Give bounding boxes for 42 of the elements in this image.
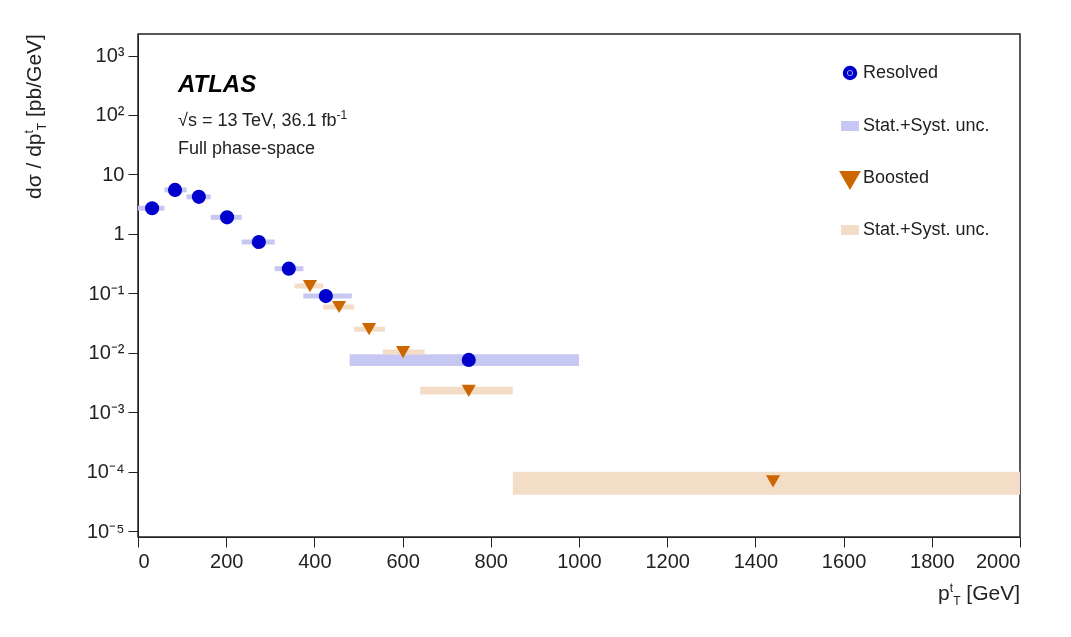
x-tick-label: 1400 — [733, 549, 779, 572]
x-tick-label: 1600 — [821, 549, 867, 572]
point — [191, 189, 206, 204]
y-tick-label: 1 — [113, 222, 125, 245]
x-tick-label: 600 — [386, 549, 420, 572]
point — [302, 279, 318, 293]
y-tick-label: 10 — [102, 162, 125, 185]
legend-label: Boosted — [863, 167, 930, 187]
x-tick-label: 200 — [210, 549, 244, 572]
legend-label: Resolved — [863, 62, 939, 82]
point — [145, 201, 160, 216]
y-tick-label: 10⁻⁵ — [86, 519, 125, 542]
y-tick-label: 10⁻¹ — [88, 281, 125, 304]
point — [362, 323, 377, 336]
y-tick-label: 10⁻⁴ — [86, 460, 125, 483]
x-tick-label: 1200 — [645, 549, 690, 572]
y-tick-label: 10² — [95, 103, 125, 126]
annotation: Full phase-space — [178, 138, 316, 159]
point — [281, 261, 296, 276]
x-tick-label: 800 — [474, 549, 508, 572]
point — [167, 182, 183, 197]
x-tick-label: 1000 — [557, 549, 602, 572]
y-tick-label: 10³ — [95, 44, 125, 67]
y-tick-label: 10⁻² — [88, 341, 125, 364]
x-tick-label: 1800 — [910, 549, 955, 572]
x-tick-label: 2000 — [976, 549, 1021, 572]
x-tick-label: 400 — [298, 549, 332, 572]
x-tick-label: 0 — [138, 549, 150, 572]
annotation: Stat.+Syst. unc. — [863, 219, 990, 239]
point — [461, 384, 476, 397]
point — [251, 234, 266, 250]
point — [332, 300, 347, 314]
annotation: ATLAS — [178, 70, 257, 98]
x-axis-title: p$^{t}$$_{T}$ [GeV] — [938, 581, 1020, 609]
point — [461, 352, 476, 367]
point — [765, 475, 781, 488]
y-tick-label: 10⁻³ — [88, 400, 125, 423]
point — [395, 345, 411, 359]
annotation: √s = 13 TeV, 36.1 fb$^{-1}$ — [178, 108, 348, 131]
point — [318, 289, 333, 304]
point — [220, 210, 235, 225]
annotation: Stat.+Syst. unc. — [863, 115, 990, 135]
